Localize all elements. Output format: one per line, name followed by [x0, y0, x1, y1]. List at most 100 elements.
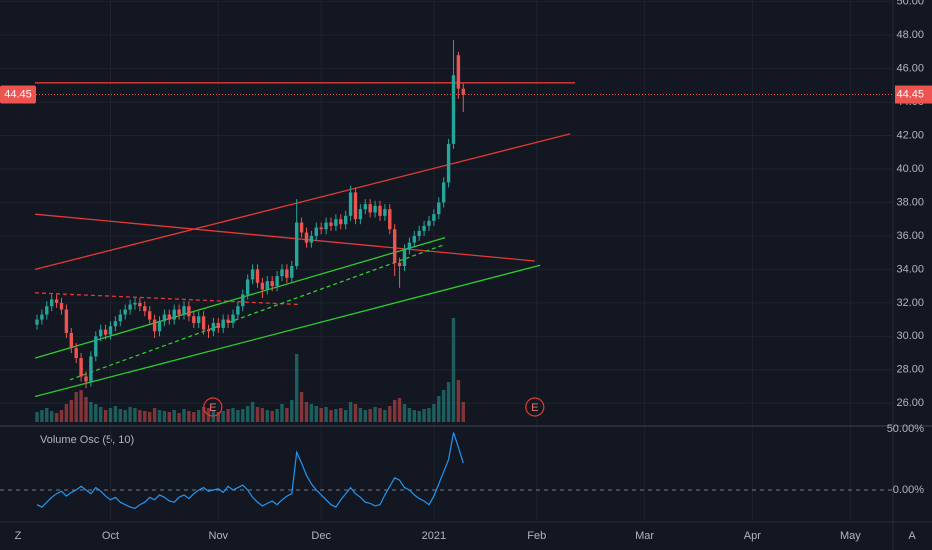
- trend-line: [69, 243, 446, 381]
- trend-line: [34, 213, 535, 262]
- volume-bar: [45, 408, 49, 422]
- candle-body: [437, 202, 441, 215]
- volume-bar: [128, 407, 132, 422]
- volume-bar: [309, 404, 314, 422]
- candle-body: [49, 299, 54, 307]
- x-tick-label: Nov: [209, 530, 229, 542]
- volume-bar: [363, 410, 367, 422]
- candle-body: [446, 143, 451, 183]
- volume-bar: [152, 408, 157, 422]
- candle-body: [329, 222, 333, 226]
- trend-line: [35, 292, 301, 306]
- earnings-label: E: [531, 402, 538, 414]
- volume-bar: [59, 410, 64, 422]
- volume-bar: [461, 402, 465, 422]
- candle-body: [147, 311, 152, 320]
- volume-bar: [329, 410, 333, 422]
- volume-bar: [294, 354, 299, 422]
- candle-body: [172, 309, 176, 320]
- volume-bar: [143, 411, 147, 422]
- volume-bar: [54, 413, 59, 422]
- candle-body: [94, 336, 98, 357]
- candle-body: [285, 269, 289, 278]
- candle-body: [98, 329, 103, 337]
- candle-body: [250, 269, 255, 280]
- volume-bar: [35, 412, 39, 422]
- volume-bar: [353, 404, 358, 422]
- y2-tick-label: 50.00%: [887, 423, 925, 435]
- trend-line: [34, 236, 446, 359]
- candle-body: [143, 306, 147, 312]
- volume-bar: [182, 409, 186, 422]
- y-tick-label: 32.00: [896, 297, 924, 309]
- candle-body: [417, 230, 421, 236]
- last-price-label: 44.45: [4, 88, 32, 100]
- candle-body: [177, 309, 181, 315]
- corner-icon[interactable]: Z: [15, 530, 22, 542]
- volume-bar: [432, 404, 436, 422]
- candle-body: [397, 262, 402, 267]
- volume-bar: [412, 410, 416, 422]
- x-tick-label: Mar: [635, 530, 654, 542]
- candle-body: [407, 242, 412, 250]
- x-tick-label: Dec: [311, 530, 331, 542]
- candle-body: [265, 281, 269, 290]
- candle-body: [236, 306, 240, 315]
- candle-body: [388, 209, 392, 230]
- candle-body: [221, 319, 225, 328]
- volume-bar: [250, 402, 255, 422]
- volume-bar: [89, 402, 93, 422]
- candle-body: [241, 294, 245, 307]
- candle-body: [182, 306, 186, 315]
- volume-bar: [103, 410, 108, 422]
- candle-body: [461, 88, 465, 95]
- y-tick-label: 40.00: [896, 163, 924, 175]
- candle-body: [84, 376, 88, 382]
- volume-bar: [451, 318, 456, 422]
- volume-bar: [231, 408, 235, 422]
- volume-bar: [280, 404, 284, 422]
- candle-body: [441, 182, 446, 203]
- volume-bar: [304, 402, 309, 422]
- volume-bar: [236, 410, 240, 422]
- candle-body: [40, 314, 44, 320]
- candle-body: [343, 215, 348, 225]
- volume-bar: [226, 409, 230, 422]
- volume-bar: [74, 392, 78, 422]
- volume-bar: [108, 408, 113, 422]
- last-price-axis-box: [895, 85, 932, 104]
- y-tick-label: 28.00: [896, 364, 924, 376]
- candle-body: [427, 220, 431, 226]
- volume-bar: [133, 408, 137, 422]
- volume-bar: [216, 412, 220, 422]
- volume-bar: [40, 410, 44, 422]
- volume-bar: [427, 408, 431, 422]
- candle-body: [280, 269, 284, 277]
- volume-bar: [157, 410, 162, 422]
- y-tick-label: 36.00: [896, 230, 924, 242]
- candle-body: [324, 222, 328, 230]
- candle-body: [363, 204, 367, 210]
- candle-body: [260, 282, 265, 290]
- candle-body: [373, 205, 377, 213]
- candle-body: [353, 192, 358, 220]
- candle-body: [299, 222, 304, 233]
- candle-body: [231, 314, 235, 323]
- volume-bar: [334, 409, 338, 422]
- volume-bar: [241, 409, 245, 422]
- volume-bar: [84, 397, 88, 422]
- volume-bar: [147, 412, 152, 422]
- volume-bar: [98, 407, 103, 422]
- volume-bar: [358, 408, 363, 422]
- volume-bar: [319, 408, 323, 422]
- volume-bar: [324, 407, 328, 422]
- volume-bar: [392, 400, 397, 422]
- candle-body: [290, 266, 294, 278]
- candle-body: [392, 229, 397, 263]
- volume-bar: [245, 406, 250, 422]
- volume-bar: [49, 411, 54, 422]
- candle-body: [339, 219, 343, 225]
- candle-body: [103, 329, 108, 335]
- corner-icon[interactable]: A: [908, 530, 916, 542]
